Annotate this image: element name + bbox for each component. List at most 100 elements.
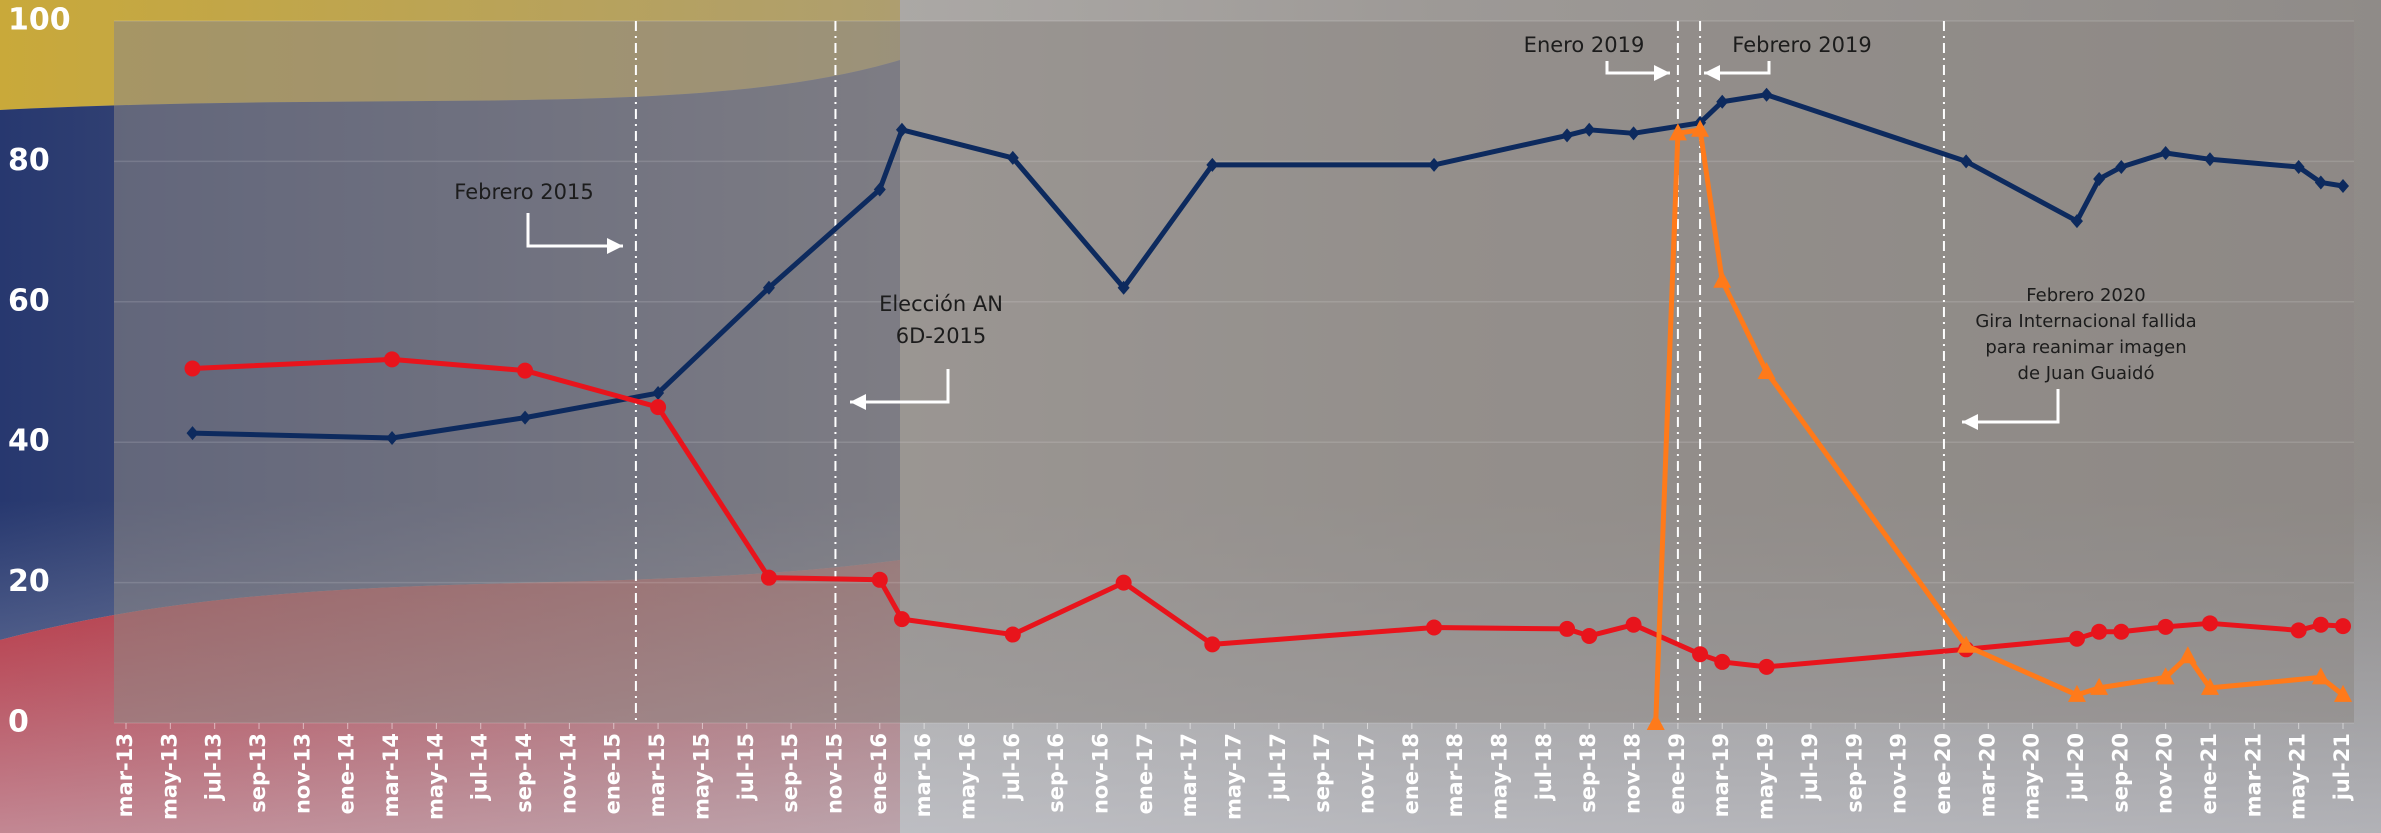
x-tick-label: sep-14 bbox=[512, 733, 536, 813]
annotation-arrow bbox=[1704, 61, 1771, 75]
x-tick-label: mar-16 bbox=[911, 733, 935, 817]
x-tick-label: jul-13 bbox=[202, 733, 226, 801]
point bbox=[184, 360, 201, 377]
annotation-arrow bbox=[1605, 61, 1670, 75]
point bbox=[1692, 646, 1709, 663]
point bbox=[1559, 620, 1576, 637]
annotation-arrow bbox=[1962, 389, 2060, 424]
x-tick-label: mar-19 bbox=[1709, 733, 1733, 817]
point bbox=[519, 410, 532, 425]
arrow-head bbox=[1704, 65, 1720, 81]
annotation-text: Enero 2019 bbox=[1524, 33, 1645, 57]
x-tick-label: jul-20 bbox=[2064, 733, 2088, 801]
point bbox=[386, 430, 399, 445]
point bbox=[1426, 619, 1443, 636]
y-tick-label: 20 bbox=[8, 564, 50, 599]
point bbox=[2203, 152, 2216, 167]
x-tick-label: mar-21 bbox=[2241, 733, 2265, 817]
annotation-text: para reanimar imagen bbox=[1985, 337, 2186, 358]
x-tick-label: jul-15 bbox=[734, 733, 758, 801]
annotation-text: Febrero 2019 bbox=[1732, 33, 1871, 57]
x-tick-label: nov-20 bbox=[2153, 733, 2177, 814]
x-tick-label: jul-17 bbox=[1266, 733, 1290, 801]
point bbox=[2337, 178, 2349, 193]
point bbox=[2159, 145, 2172, 160]
point bbox=[2200, 677, 2219, 695]
point bbox=[1627, 126, 1640, 141]
point bbox=[2311, 667, 2330, 685]
x-tick-label: sep-13 bbox=[246, 733, 270, 813]
annotation-text: Elección AN bbox=[879, 292, 1003, 316]
arrow-head bbox=[1654, 65, 1670, 81]
x-tick-label: nov-14 bbox=[556, 733, 580, 814]
point bbox=[384, 351, 401, 368]
point bbox=[1428, 157, 1441, 172]
x-tick-label: jul-19 bbox=[1798, 733, 1822, 801]
point bbox=[2290, 622, 2307, 639]
x-tick-label: nov-16 bbox=[1088, 733, 1112, 814]
y-tick-label: 40 bbox=[8, 424, 50, 459]
point bbox=[1646, 713, 1665, 730]
point bbox=[1625, 616, 1642, 633]
point bbox=[1581, 627, 1598, 644]
point bbox=[517, 362, 534, 379]
point bbox=[1006, 150, 1019, 165]
point bbox=[1668, 123, 1687, 141]
x-tick-label: ene-14 bbox=[335, 733, 359, 814]
point bbox=[652, 386, 665, 401]
plot-area bbox=[114, 21, 2354, 723]
point bbox=[1757, 362, 1776, 379]
point bbox=[1115, 574, 1132, 591]
x-tick-label: jul-21 bbox=[2330, 733, 2354, 801]
x-tick-label: sep-17 bbox=[1310, 733, 1334, 813]
x-tick-label: mar-15 bbox=[645, 733, 669, 817]
x-tick-label: ene-15 bbox=[601, 733, 625, 814]
point bbox=[2070, 214, 2083, 229]
series-line bbox=[192, 92, 2344, 441]
point bbox=[760, 569, 777, 586]
point bbox=[2201, 615, 2218, 632]
x-tick-label: mar-13 bbox=[113, 733, 137, 817]
x-tick-label: ene-18 bbox=[1399, 733, 1423, 814]
x-tick-label: nov-13 bbox=[290, 733, 314, 814]
point bbox=[893, 611, 910, 628]
point bbox=[2113, 623, 2130, 640]
point bbox=[1117, 280, 1130, 295]
arrow-head bbox=[850, 394, 866, 410]
point bbox=[1561, 128, 1574, 143]
x-tick-label: may-18 bbox=[1488, 733, 1512, 820]
x-tick-label: sep-18 bbox=[1576, 733, 1600, 813]
x-tick-label: nov-15 bbox=[822, 733, 846, 814]
annotation-arrow bbox=[526, 213, 623, 248]
point bbox=[2292, 160, 2305, 175]
x-tick-label: nov-19 bbox=[1887, 733, 1911, 814]
y-tick-label: 80 bbox=[8, 143, 50, 178]
point bbox=[1760, 87, 1773, 102]
annotation-text: Febrero 2015 bbox=[454, 180, 593, 204]
point bbox=[1758, 658, 1775, 675]
point bbox=[1957, 635, 1976, 653]
x-tick-label: sep-16 bbox=[1044, 733, 1068, 813]
x-tick-label: may-15 bbox=[689, 733, 713, 820]
x-tick-label: sep-15 bbox=[778, 733, 802, 813]
x-tick-label: ene-20 bbox=[1931, 733, 1955, 814]
point bbox=[1714, 653, 1731, 670]
x-tick-label: sep-20 bbox=[2108, 733, 2132, 813]
point bbox=[2335, 618, 2351, 635]
arrow-head bbox=[607, 238, 623, 254]
point bbox=[2068, 630, 2085, 647]
arrow-head bbox=[1962, 414, 1978, 430]
point bbox=[1004, 626, 1021, 643]
x-tick-label: nov-17 bbox=[1355, 733, 1379, 814]
point bbox=[1206, 157, 1219, 172]
x-tick-label: mar-17 bbox=[1177, 733, 1201, 817]
y-tick-label: 100 bbox=[8, 3, 71, 38]
annotation-text: Febrero 2020 bbox=[2026, 285, 2146, 306]
x-tick-label: jul-18 bbox=[1532, 733, 1556, 801]
x-tick-label: may-20 bbox=[2020, 733, 2044, 820]
point bbox=[1691, 119, 1710, 137]
point bbox=[762, 280, 775, 295]
point bbox=[2156, 667, 2175, 685]
